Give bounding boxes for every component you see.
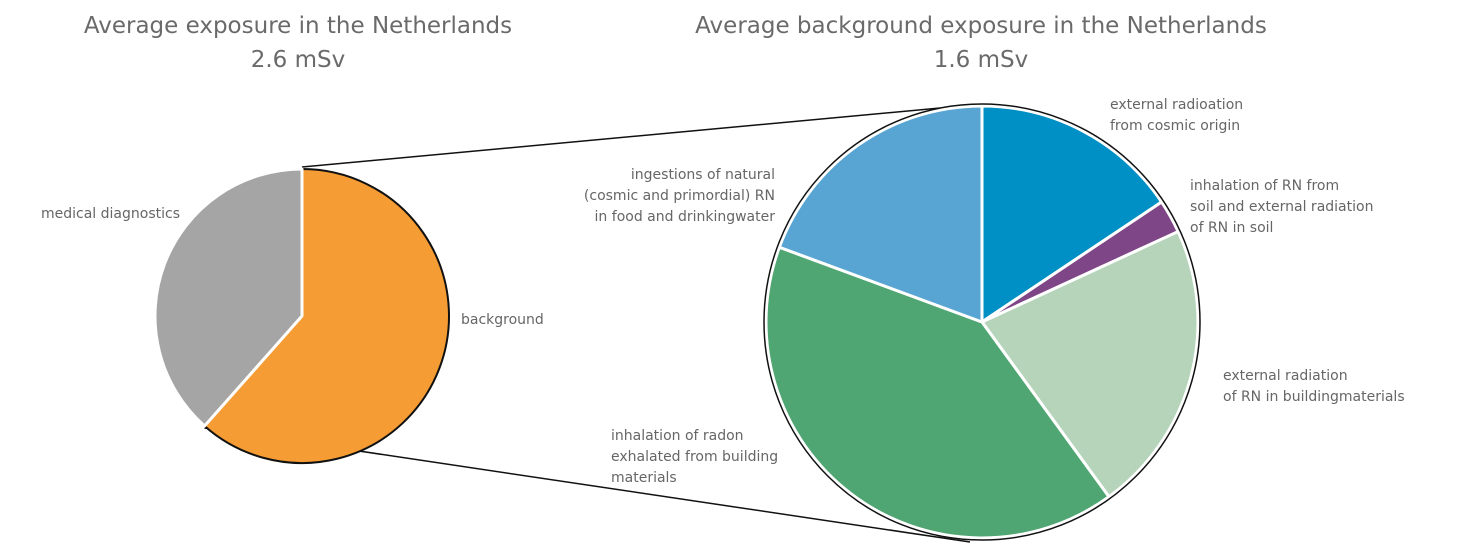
left-pie-chart [153, 167, 450, 464]
right-slice-external-radiation [980, 230, 1200, 499]
left-slice-medical-diagnostics [153, 167, 304, 428]
left-slice-label-medical-diagnostics: medical diagnostics [41, 206, 180, 222]
right-slice-label-soil: inhalation of RN from soil and external r… [1190, 178, 1373, 236]
left-chart-subtitle: 2.6 mSv [251, 47, 346, 73]
connector-top [301, 107, 941, 168]
left-chart-title: Average exposure in the Netherlands [84, 13, 512, 39]
left-slice-label-background: background [461, 312, 544, 328]
right-pie-outline [763, 103, 1201, 541]
right-slice-label-cosmic: external radioation from cosmic origin [1110, 97, 1243, 134]
left-slice-background [203, 168, 450, 464]
right-pie-chart [763, 103, 1201, 541]
right-chart-title: Average background exposure in the Nethe… [695, 13, 1267, 39]
right-slice-ingestions-of-natural [777, 104, 984, 324]
right-slice-inhalation-of-radon [764, 245, 1111, 540]
right-slice-external-radioation [980, 104, 1164, 324]
right-chart-subtitle: 1.6 mSv [934, 47, 1029, 73]
right-slice-label-radon: inhalation of radon exhalated from buildi… [611, 428, 778, 486]
right-slice-label-building-materials: external radiation of RN in buildingmater… [1223, 368, 1405, 405]
right-slice-label-ingestion: ingestions of natural (cosmic and primord… [584, 167, 775, 225]
